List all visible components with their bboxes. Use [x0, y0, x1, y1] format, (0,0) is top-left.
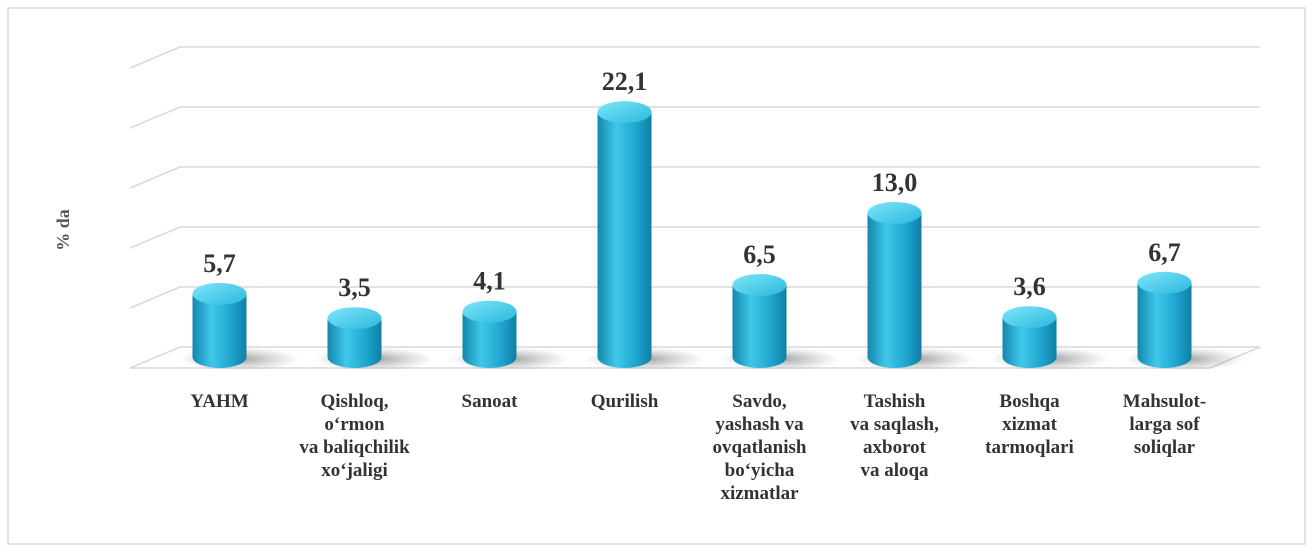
value-label: 6,5 — [743, 240, 776, 269]
x-tick-label: Mahsulot- larga sof soliqlar — [1122, 391, 1207, 458]
bar — [192, 293, 247, 369]
value-label: 5,7 — [203, 249, 236, 278]
bar-top — [867, 201, 922, 224]
y-axis-label: % da — [53, 209, 73, 251]
bar — [327, 318, 382, 369]
x-tick-label: Sanoat — [461, 391, 518, 412]
bar — [1002, 317, 1057, 369]
grid-line — [129, 106, 1260, 129]
x-tick-label: YAHM — [190, 391, 249, 412]
bar — [732, 284, 787, 369]
grid-line — [129, 46, 1260, 69]
value-label: 3,6 — [1013, 272, 1046, 301]
bar-top — [1137, 271, 1192, 294]
x-tick-label: Qishloq, o‘rmon va baliqchilik xo‘jaligi — [299, 391, 410, 481]
value-label: 6,7 — [1148, 238, 1181, 267]
bar-top — [462, 300, 517, 323]
grid-line — [129, 226, 1260, 249]
value-label: 4,1 — [473, 267, 506, 296]
value-label: 13,0 — [872, 168, 918, 197]
bar — [1137, 282, 1192, 369]
grid-line — [129, 286, 1260, 309]
bar-top — [327, 307, 382, 330]
bar-top — [732, 273, 787, 296]
x-tick-label: Savdo, yashash va ovqatlanish bo‘yicha x… — [712, 391, 807, 504]
x-tick-label: Tashish va saqlash, axborot va aloqa — [850, 391, 939, 481]
value-label: 22,1 — [602, 67, 648, 96]
x-tick-label: Boshqa xizmat tarmoqlari — [985, 391, 1074, 458]
value-label: 3,5 — [338, 273, 371, 302]
bar — [867, 212, 922, 369]
bar-top — [1002, 306, 1057, 329]
frame — [7, 7, 1306, 545]
x-tick-label: Qurilish — [590, 391, 659, 412]
bar — [597, 112, 652, 369]
bar — [462, 311, 517, 369]
grid-line — [129, 166, 1260, 189]
bar-top — [192, 282, 247, 305]
bar-top — [597, 101, 652, 124]
